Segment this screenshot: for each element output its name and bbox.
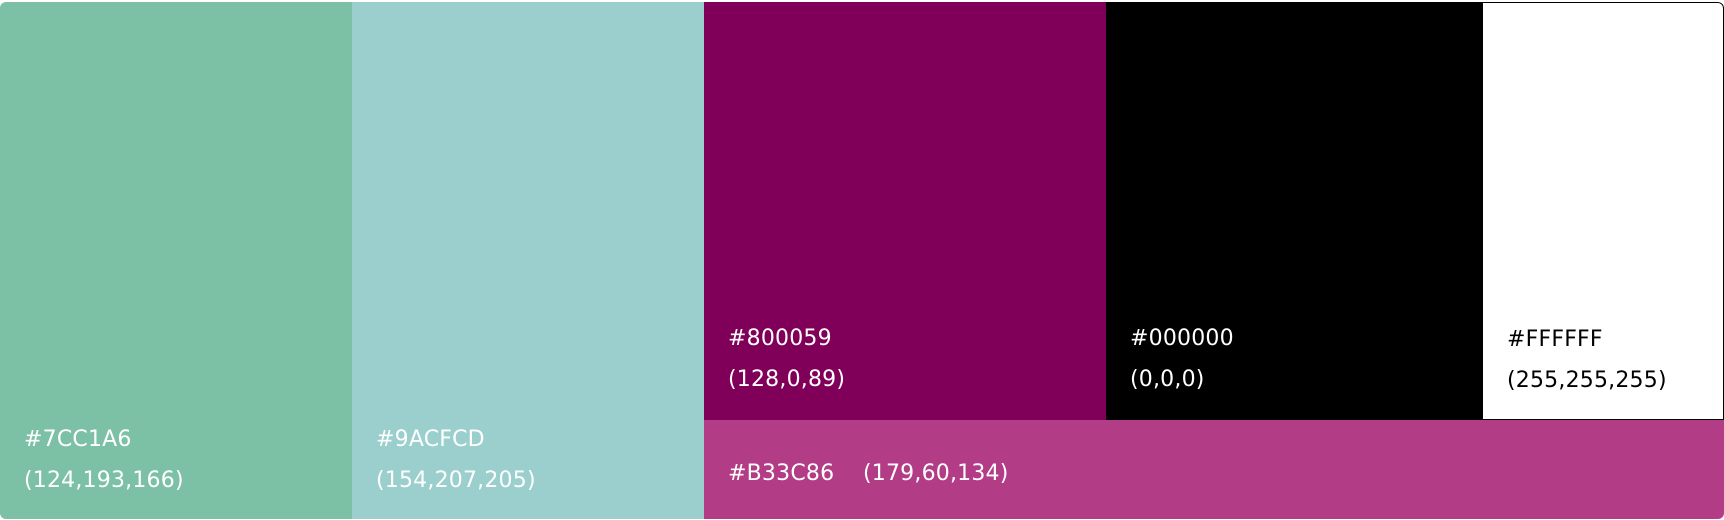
swatch-b33c86: #B33C86 (179,60,134) — [704, 420, 1724, 519]
swatch-rgb-label: (154,207,205) — [376, 468, 536, 493]
swatch-rgb-label: (0,0,0) — [1130, 367, 1205, 392]
swatch-rgb-label: (128,0,89) — [728, 367, 846, 392]
swatch-ffffff: #FFFFFF (255,255,255) — [1483, 2, 1724, 420]
swatch-rgb-label: (124,193,166) — [24, 468, 184, 493]
swatch-hex-label: #800059 — [728, 326, 832, 351]
swatch-hex-label: #7CC1A6 — [24, 427, 132, 452]
swatch-rgb-label: (255,255,255) — [1507, 368, 1667, 393]
swatch-hex-label: #FFFFFF — [1507, 327, 1603, 352]
swatch-hex-label: #B33C86 — [728, 461, 835, 486]
swatch-9acfcd: #9ACFCD (154,207,205) — [352, 2, 704, 519]
swatch-rgb-label: (179,60,134) — [863, 461, 1009, 486]
swatch-800059: #800059 (128,0,89) — [704, 2, 1106, 420]
swatch-hex-label: #000000 — [1130, 326, 1234, 351]
swatch-hex-label: #9ACFCD — [376, 427, 485, 452]
swatch-000000: #000000 (0,0,0) — [1106, 2, 1483, 420]
swatch-7cc1a6: #7CC1A6 (124,193,166) — [0, 2, 352, 519]
